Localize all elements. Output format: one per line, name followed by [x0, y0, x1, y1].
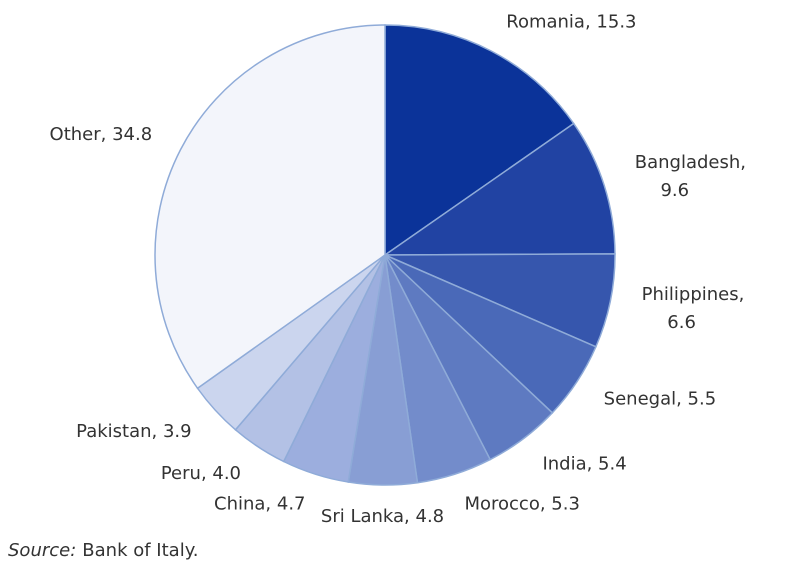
slice-label-line: 6.6: [667, 312, 696, 333]
slice-label-line: Bangladesh,: [635, 152, 746, 173]
pie-slice: [384, 24, 575, 257]
slice-label: China, 4.7: [214, 494, 306, 515]
slice-label: Morocco, 5.3: [464, 494, 579, 515]
slice-label: Romania, 15.3: [506, 12, 636, 33]
source-text: Bank of Italy.: [82, 540, 198, 561]
source-note: Source: Bank of Italy.: [8, 540, 199, 561]
slice-label: Pakistan, 3.9: [76, 421, 191, 442]
pie-slice: [154, 24, 386, 390]
slice-label: Other, 34.8: [50, 124, 153, 145]
source-label: Source:: [8, 540, 76, 561]
slice-label: Philippines, 6.6: [642, 284, 745, 333]
slice-label-line: Philippines,: [642, 284, 745, 305]
slice-label: Bangladesh, 9.6: [635, 152, 746, 201]
slice-label: India, 5.4: [542, 453, 626, 474]
slice-label: Peru, 4.0: [161, 463, 241, 484]
slice-label-line: 9.6: [660, 180, 689, 201]
slice-label: Sri Lanka, 4.8: [321, 506, 444, 527]
slice-label: Senegal, 5.5: [604, 388, 717, 409]
pie-slice: [382, 122, 616, 256]
